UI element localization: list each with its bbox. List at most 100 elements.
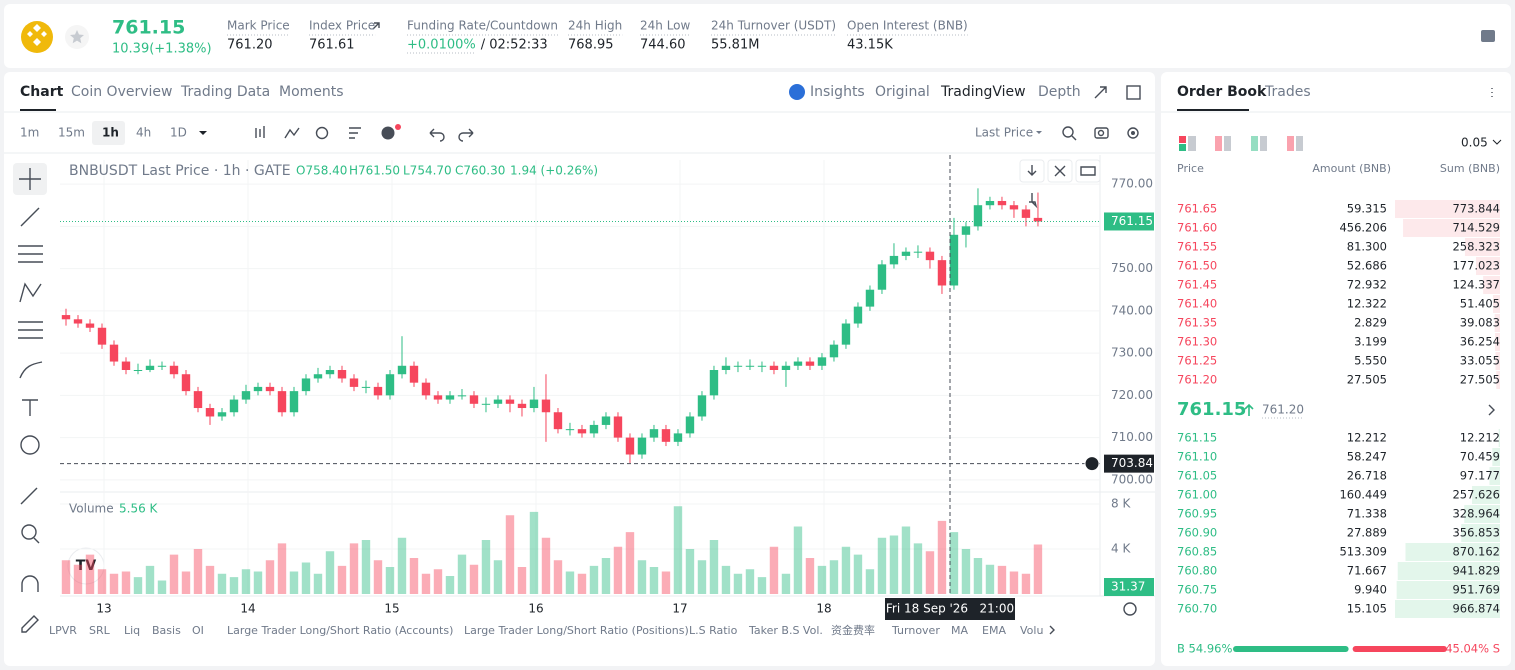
candle-body [661,429,671,442]
scroll-right[interactable] [1049,625,1055,635]
book-tab[interactable]: Trades [1264,84,1311,100]
volume-bar [1009,571,1019,594]
add-alert[interactable] [1084,456,1100,472]
indicator-tab[interactable]: Large Trader Long/Short Ratio (Accounts) [227,624,453,637]
interval[interactable]: 1h [102,126,119,140]
volume-tick-label: 4 K [1111,542,1131,556]
row-amount: 9.940 [1354,583,1387,597]
candle-body [877,264,887,290]
candle-body [469,395,479,404]
volume-bar [85,554,95,594]
candle-body [817,357,827,366]
indicator-tab[interactable]: OI [192,624,204,637]
y-tick-label: 740.00 [1111,303,1153,317]
interval[interactable]: 1m [20,126,39,140]
volume-current: 5.56 K [119,502,159,516]
row-sum: 714.529 [1452,221,1500,235]
x-tick-label: 18 [816,602,831,616]
candle-body [289,391,299,413]
dropdown-icon[interactable] [199,131,207,135]
candle-body [961,226,971,235]
chart-tab[interactable]: Trading Data [180,84,270,100]
precision[interactable]: 0.05 [1461,136,1488,150]
stat-label: 24h High [568,19,622,33]
x-tick-label: 14 [240,602,255,616]
notes-icon[interactable] [1481,30,1495,42]
indicator-tab[interactable]: Liq [124,624,140,637]
interval[interactable]: 15m [58,126,85,140]
chart-tab[interactable]: Moments [279,84,344,100]
candle-body [313,374,323,379]
view-tab[interactable]: TradingView [940,84,1026,100]
volume-bar [265,560,275,594]
chart-tab[interactable]: Chart [20,84,64,100]
chevron[interactable] [1488,404,1495,416]
settings-icon[interactable] [1123,602,1137,616]
top-bar [4,4,1511,68]
indicator-tab[interactable]: SRL [89,624,111,637]
row-amount: 5.550 [1354,354,1387,368]
volume-bar [553,560,563,594]
stat-value: 744.60 [640,38,686,53]
volume-bar [457,554,467,594]
precision-caret[interactable] [1492,139,1502,145]
candle-body [361,386,371,388]
row-sum: 36.254 [1460,335,1500,349]
candle-body [829,344,839,358]
row-sum: 951.769 [1452,583,1500,597]
indicator-tab[interactable]: Basis [152,624,181,637]
indicator-tab[interactable]: EMA [982,624,1006,637]
indicator-tab[interactable]: L.S Ratio [689,624,738,637]
candle-body [265,386,275,392]
indicator-tab[interactable]: LPVR [49,624,77,637]
depth-bar [1403,219,1500,237]
last-price-tag [1104,212,1154,231]
candle-body [397,365,407,375]
view-tab[interactable]: Depth [1038,84,1081,100]
volume-bar [193,549,203,594]
stat-value: +0.0100% [407,38,476,53]
indicator-tab[interactable]: Taker B.S Vol. [748,624,823,637]
volume-bar [181,571,191,594]
indicator-tab[interactable]: Turnover [891,624,940,637]
volume-bar [997,565,1007,594]
interval[interactable]: 4h [136,126,151,140]
tool-btn[interactable] [1075,159,1101,183]
legend-open: O758.40 [296,164,347,178]
row-sum: 70.459 [1460,450,1500,464]
row-sum: 177.023 [1452,259,1500,273]
y-tick-label: 720.00 [1111,388,1153,402]
indicator-tab[interactable]: Large Trader Long/Short Ratio (Positions… [464,624,689,637]
scroll-icon[interactable] [1029,193,1038,209]
row-price: 761.30 [1177,335,1217,349]
row-price: 760.85 [1177,545,1217,559]
chart-tab[interactable]: Coin Overview [71,84,172,100]
view-tab[interactable]: Original [875,84,930,100]
interval[interactable]: 1D [170,126,187,140]
chart-panel [4,72,1155,666]
row-sum: 51.405 [1460,297,1500,311]
indicator-tab[interactable]: 资金费率 [831,623,875,637]
fullscreen-icon[interactable] [1094,86,1107,99]
price-source[interactable]: Last Price [975,126,1033,140]
view-tab[interactable]: Insights [810,84,865,100]
indicator-tab[interactable]: MA [951,624,968,637]
row-sum: 257.626 [1452,488,1500,502]
volume-tag [1104,578,1154,596]
book-tab[interactable]: Order Book [1177,84,1267,100]
candle-body [529,399,539,409]
depth-bar [1495,333,1500,351]
x-tick-label: 13 [96,602,111,616]
candle-body [625,437,635,455]
mark-price: 761.20 [1262,403,1304,417]
price: 761.15 [112,17,185,39]
sell-ratio: 45.04% S [1445,642,1500,656]
layout-icon[interactable] [1126,85,1141,100]
row-price: 760.70 [1177,602,1217,616]
y-tick-label: 710.00 [1111,430,1153,444]
candle-body [205,408,215,417]
candle-body [805,361,815,366]
row-price: 760.80 [1177,564,1217,578]
stat-value: 768.95 [568,38,614,53]
indicator-tab[interactable]: Volu [1020,624,1043,637]
